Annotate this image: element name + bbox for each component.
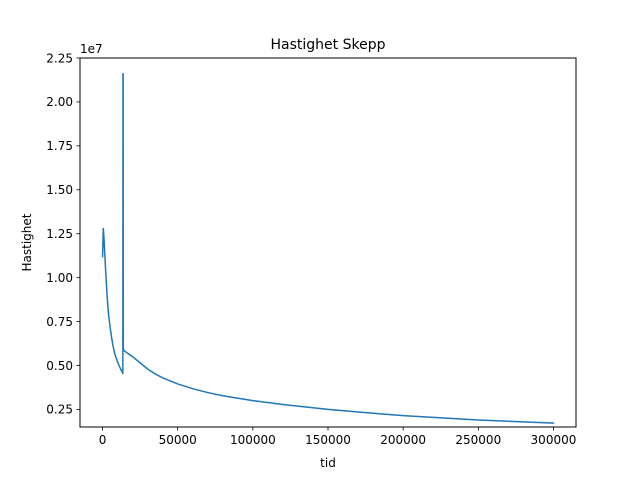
x-axis-label: tid <box>320 456 336 470</box>
y-axis-label: Hastighet <box>20 213 34 271</box>
y-tick-label: 2.00 <box>46 95 73 109</box>
y-tick-label: 2.25 <box>46 51 73 65</box>
x-tick-label: 100000 <box>230 433 276 447</box>
y-axis: 0.25 0.50 0.75 1.00 1.25 1.50 1.75 2.00 2.25 <box>46 51 80 417</box>
chart-title: Hastighet Skepp <box>271 37 386 53</box>
y-tick-label: 0.75 <box>46 315 73 329</box>
y-tick-label: 1.25 <box>46 227 73 241</box>
y-tick-label: 0.25 <box>46 403 73 417</box>
y-tick-label: 1.50 <box>46 183 73 197</box>
x-tick-label: 150000 <box>305 433 351 447</box>
plot-frame <box>79 57 577 428</box>
y-tick-label: 0.50 <box>46 359 73 373</box>
y-tick-label: 1.00 <box>46 271 73 285</box>
y-offset-label: 1e7 <box>80 42 103 56</box>
x-tick-label: 250000 <box>455 433 501 447</box>
x-tick-label: 50000 <box>159 433 197 447</box>
plot-area <box>101 73 555 424</box>
x-tick-label: 200000 <box>380 433 426 447</box>
y-tick-label: 1.75 <box>46 139 73 153</box>
series-line-0 <box>101 73 555 424</box>
x-tick-label: 300000 <box>531 433 577 447</box>
x-axis: 0 50000 100000 150000 200000 250000 300000 <box>99 427 577 447</box>
x-tick-label: 0 <box>99 433 107 447</box>
